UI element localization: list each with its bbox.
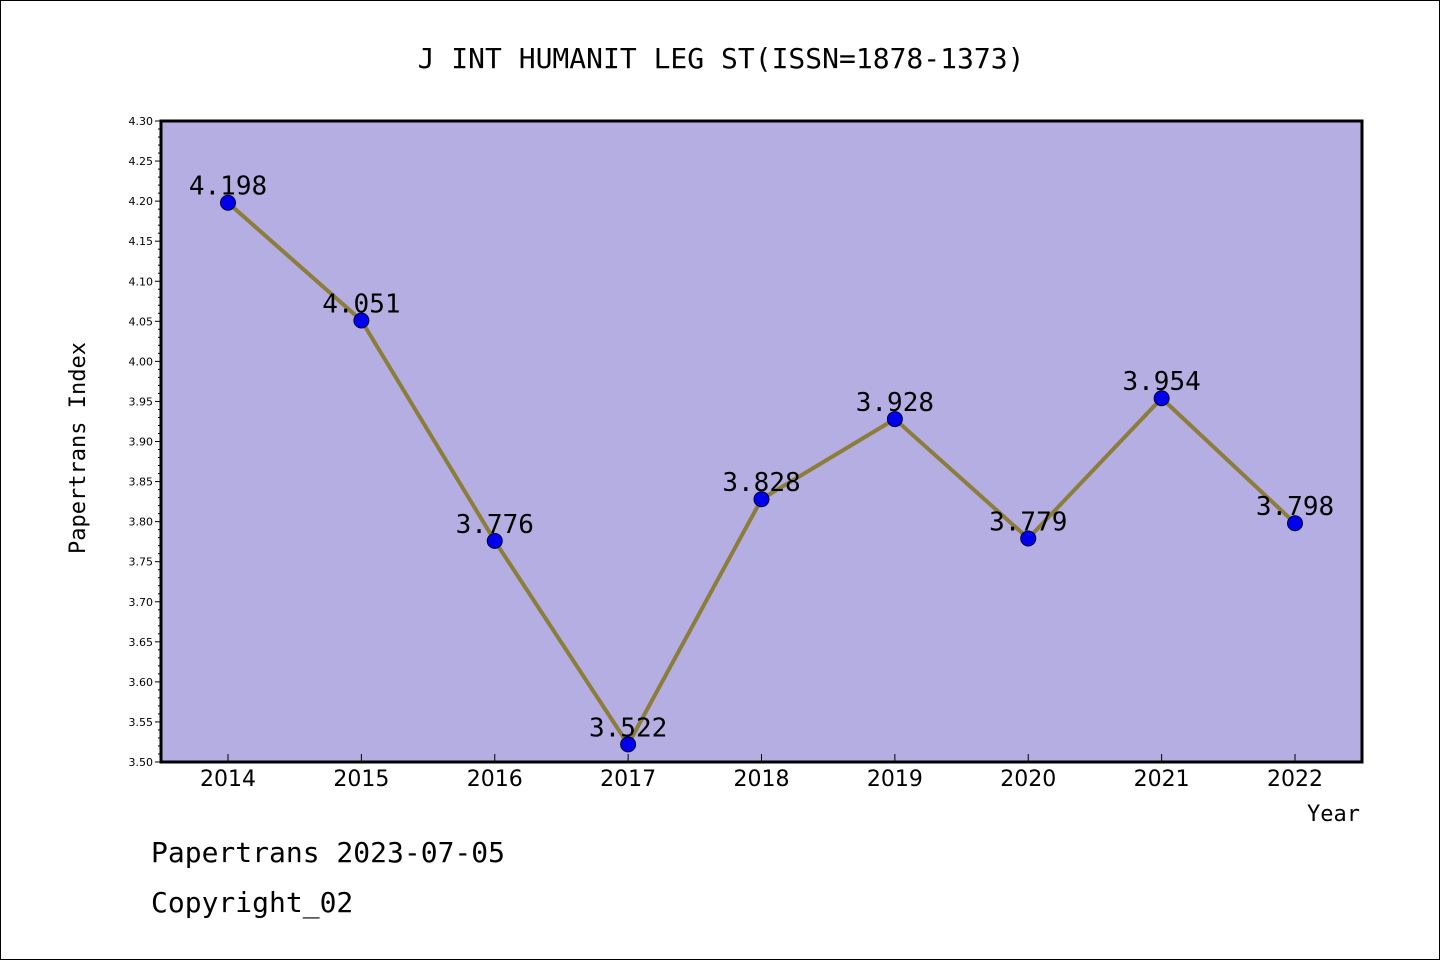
y-tick-label: 3.75 [129,556,154,569]
data-point-2015 [353,312,370,329]
x-tick-label: 2019 [867,767,923,792]
y-tick-label: 3.60 [129,676,154,689]
footer-date-line: Papertrans 2023-07-05 [151,836,506,869]
x-axis-label: Year [1307,802,1360,827]
data-label-2020: 3.779 [989,507,1067,537]
y-tick-label: 4.05 [129,315,154,328]
y-axis-ticks: 3.50 3.55 3.60 3.65 3.70 3.75 3.80 3.85 3.90 3.95… [129,115,161,769]
x-tick-label: 2020 [1000,767,1056,792]
y-tick-label: 4.30 [129,115,154,128]
data-label-2016: 3.776 [456,510,534,540]
x-tick-label: 2018 [734,767,790,792]
data-label-2018: 3.828 [722,468,800,498]
footer-copyright: Copyright_02 [151,886,354,919]
data-point-2017 [620,736,637,753]
x-tick-label: 2017 [600,767,656,792]
data-point-2018 [753,491,770,508]
data-label-2022: 3.798 [1256,492,1334,522]
data-labels: 4.198 4.051 3.776 3.522 3.828 3.928 3.779 3.954… [189,172,1334,744]
data-point-2016 [486,532,503,549]
data-points [220,194,1303,753]
data-label-2019: 3.928 [856,388,934,418]
y-tick-label: 4.10 [129,275,154,288]
chart-title: J INT HUMANIT LEG ST(ISSN=1878-1373) [418,42,1025,75]
plot-area [161,121,1362,762]
y-tick-label: 3.80 [129,516,154,529]
x-tick-label: 2016 [467,767,523,792]
data-point-2014 [220,194,236,211]
data-label-2017: 3.522 [589,713,667,743]
data-label-2015: 4.051 [322,290,400,320]
y-tick-label: 3.55 [129,716,154,729]
x-tick-label: 2014 [200,767,256,792]
y-tick-label: 3.85 [129,476,154,489]
data-point-2020 [1020,530,1037,547]
y-tick-label: 4.15 [129,235,154,248]
x-tick-label: 2015 [333,767,389,792]
x-axis-ticks: 2014 2015 2016 2017 2018 2019 2020 2021 2022 [200,754,1323,792]
y-axis-label: Papertrans Index [66,342,91,554]
y-tick-label: 3.50 [129,756,154,769]
plot-border [159,119,1364,764]
x-tick-label: 2021 [1134,767,1190,792]
y-tick-label: 4.20 [129,195,154,208]
y-tick-label: 4.00 [129,355,154,368]
data-label-2021: 3.954 [1122,367,1200,397]
y-tick-label: 3.70 [129,596,154,609]
data-point-2019 [886,411,903,428]
data-point-2021 [1153,390,1170,407]
y-tick-label: 3.95 [129,395,154,408]
data-label-2014: 4.198 [189,172,267,202]
data-point-2022 [1287,515,1303,532]
y-tick-label: 4.25 [129,155,154,168]
y-tick-label: 3.90 [129,436,154,449]
y-tick-label: 3.65 [129,636,154,649]
x-tick-label: 2022 [1267,767,1323,792]
